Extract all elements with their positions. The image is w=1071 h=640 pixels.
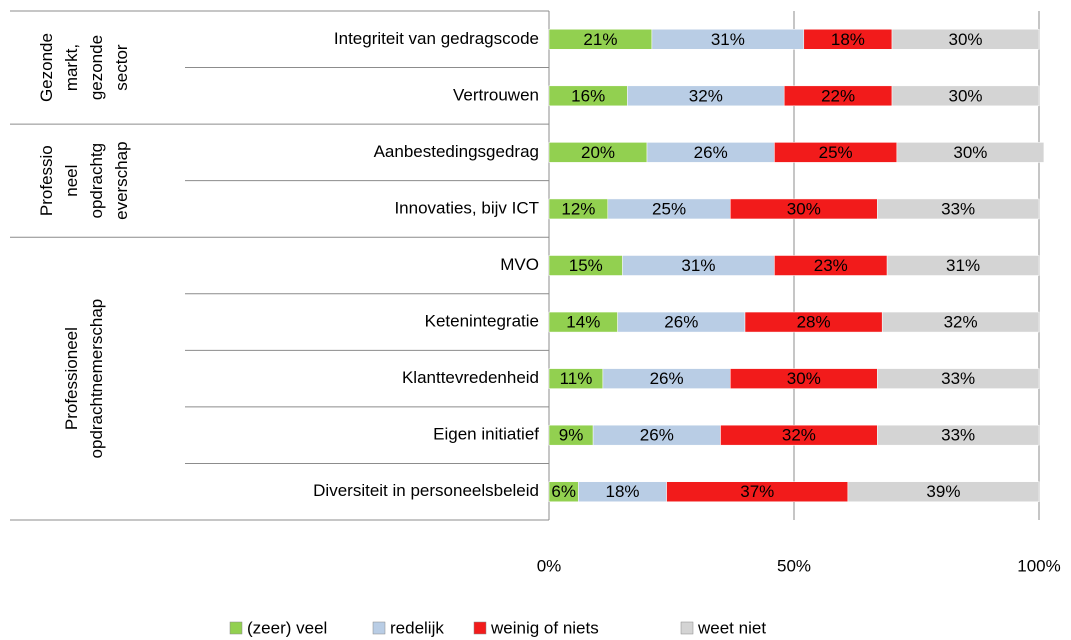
data-label: 14% [566,313,600,332]
data-label: 12% [561,199,595,218]
legend-label: (zeer) veel [247,618,327,637]
data-label: 28% [797,313,831,332]
data-label: 30% [953,143,987,162]
data-label: 26% [664,313,698,332]
data-label: 31% [681,256,715,275]
group-label: Professio [37,145,56,216]
bar-segment [896,142,1045,163]
data-label: 32% [782,426,816,445]
data-label: 21% [583,30,617,49]
category-label: Eigen initiatief [433,425,539,444]
data-label: 30% [948,30,982,49]
data-label: 33% [941,426,975,445]
category-label: Klanttevredenheid [402,368,539,387]
legend-swatch [229,621,243,635]
group-label: sector [112,44,131,91]
data-label: 6% [551,482,576,501]
data-label: 18% [831,30,865,49]
data-label: 30% [948,86,982,105]
data-label: 39% [926,482,960,501]
bar-segment [847,481,1040,502]
data-label: 31% [946,256,980,275]
data-label: 26% [650,369,684,388]
group-label: gezonde [87,35,106,100]
data-label: 18% [605,482,639,501]
bar-segment [877,198,1040,220]
category-label: Ketenintegratie [425,312,539,331]
bar-segment [886,255,1040,276]
data-label: 30% [787,199,821,218]
x-tick-label: 100% [1017,556,1060,575]
bar-segment [877,368,1040,389]
category-label: Vertrouwen [453,85,539,104]
legend-swatch [473,621,487,635]
legend-swatch [680,621,694,635]
legend-label: weet niet [697,618,766,637]
data-label: 26% [640,426,674,445]
data-label: 23% [814,256,848,275]
data-label: 32% [689,86,723,105]
data-label: 33% [941,199,975,218]
data-label: 22% [821,86,855,105]
data-label: 25% [819,143,853,162]
category-label: Innovaties, bijv ICT [394,198,539,217]
legend-label: weinig of niets [490,618,599,637]
data-label: 20% [581,143,615,162]
group-label: markt, [62,44,81,91]
group-label: Professioneel [62,327,81,430]
group-label: opdrachtnemerschap [87,299,106,459]
data-label: 33% [941,369,975,388]
data-label: 9% [559,426,584,445]
bar-segment [891,29,1040,50]
category-label: MVO [500,255,539,274]
legend-label: redelijk [390,618,444,637]
bar-segment [891,85,1040,107]
data-label: 26% [694,143,728,162]
x-tick-label: 0% [537,556,562,575]
category-label: Diversiteit in personeelsbeleid [313,481,539,500]
data-label: 25% [652,199,686,218]
data-label: 30% [787,369,821,388]
data-label: 37% [740,482,774,501]
legend-swatch [372,621,386,635]
data-label: 15% [569,256,603,275]
category-label: Aanbestedingsgedrag [374,142,539,161]
group-label: opdrachtg [87,143,106,219]
x-tick-label: 50% [777,556,811,575]
group-label: Gezonde [37,33,56,102]
data-label: 11% [560,369,593,388]
bar-segment [877,424,1040,446]
data-label: 31% [711,30,745,49]
bar-segment [881,311,1040,333]
data-label: 16% [571,86,605,105]
data-label: 32% [944,313,978,332]
group-label: neel [62,165,81,197]
category-label: Integriteit van gedragscode [334,29,539,48]
group-label: everschap [112,141,131,219]
